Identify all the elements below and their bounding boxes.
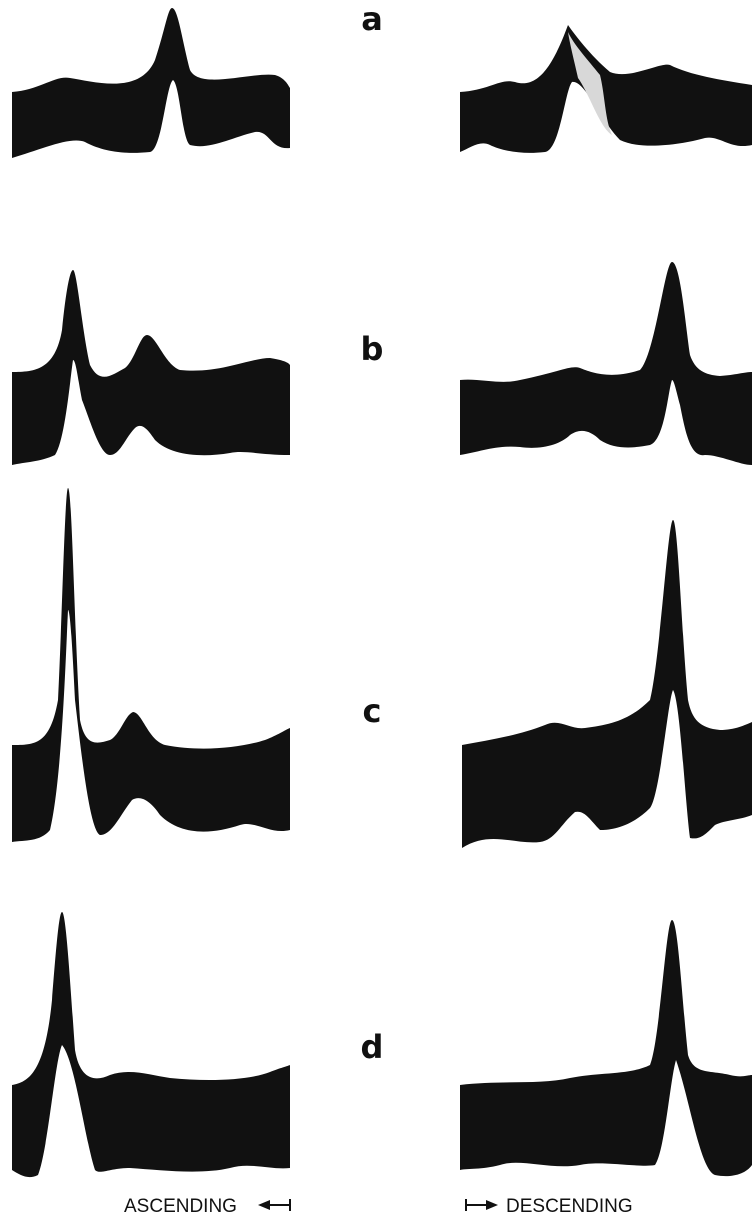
panel-label: c (363, 692, 382, 730)
ascending-label: ASCENDING (124, 1196, 237, 1217)
trace-descending-c (462, 520, 752, 848)
trace-descending-a (460, 25, 752, 153)
panel-label: b (361, 330, 384, 368)
trace-descending-b (460, 262, 752, 465)
trace-ascending-b (12, 270, 290, 465)
panel-label: a (361, 0, 383, 38)
panel-label: d (361, 1028, 384, 1066)
arrow-right (465, 1199, 498, 1211)
speckle (568, 32, 612, 135)
trace-ascending-d (12, 912, 290, 1178)
trace-ascending-a (12, 8, 290, 158)
descending-label: DESCENDING (506, 1196, 633, 1217)
arrow-left (258, 1199, 291, 1211)
trace-ascending-c (12, 488, 290, 842)
trace-descending-d (460, 920, 752, 1177)
